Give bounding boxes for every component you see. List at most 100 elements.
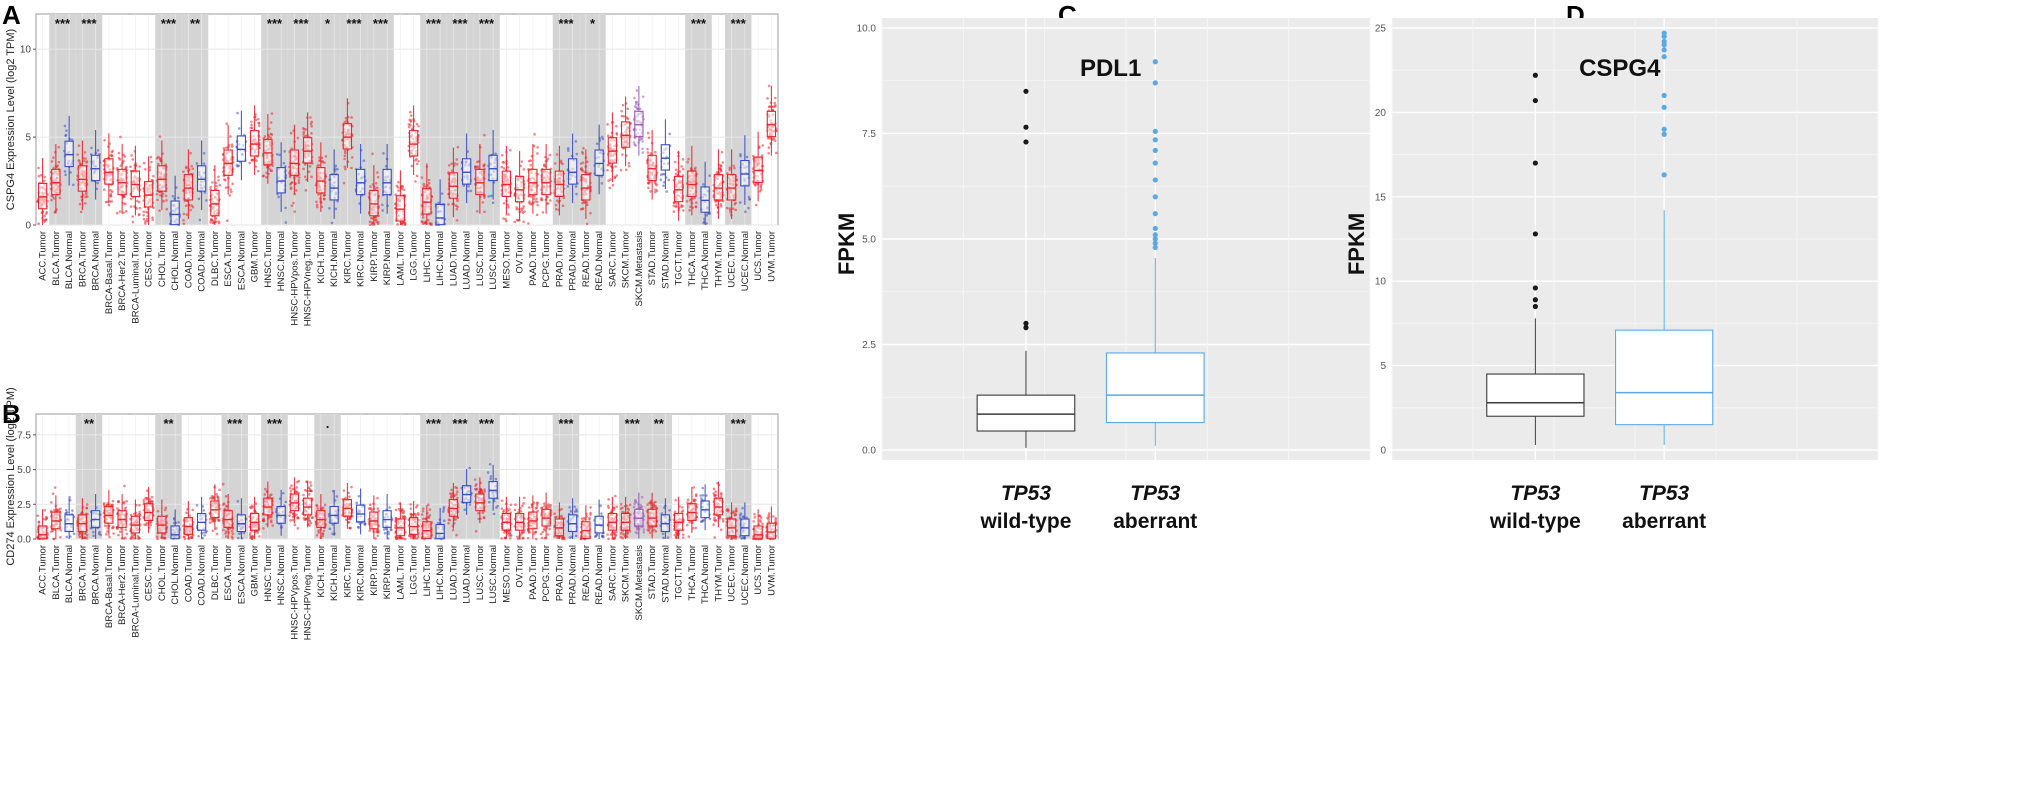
category-label: ACC.Tumor (38, 545, 49, 595)
data-point (634, 102, 638, 106)
data-point (249, 506, 253, 510)
data-point (561, 162, 564, 166)
data-point (103, 188, 106, 191)
data-point (231, 532, 235, 536)
data-point (309, 116, 312, 119)
data-point (646, 151, 650, 154)
data-point (641, 95, 645, 99)
data-point (442, 508, 445, 511)
data-point (641, 140, 645, 143)
data-point (317, 529, 320, 533)
data-point (257, 122, 261, 125)
data-point (137, 200, 141, 204)
box-BRCA.Tumor (76, 498, 89, 540)
category-label: OV.Tumor (515, 231, 526, 274)
data-point (374, 215, 377, 219)
box-COAD.Normal (195, 140, 208, 222)
data-point (773, 139, 777, 143)
data-point (343, 120, 347, 124)
data-point (85, 503, 89, 506)
category-label: UCEC.Normal (740, 231, 751, 291)
data-point (665, 190, 669, 193)
data-point (649, 152, 653, 155)
data-point (678, 170, 682, 173)
significance-label: *** (452, 16, 468, 31)
paired-shading (420, 414, 447, 539)
data-point (129, 513, 133, 517)
data-point (693, 168, 697, 171)
category-label: KIRC.Normal (356, 545, 367, 601)
significance-label: *** (731, 16, 747, 31)
data-point (215, 184, 218, 188)
data-point (289, 181, 293, 185)
data-point (83, 151, 87, 154)
data-point (52, 156, 55, 159)
data-point (455, 490, 459, 494)
data-point (292, 201, 295, 205)
data-point (344, 116, 348, 120)
data-point (275, 153, 279, 156)
data-point (481, 201, 485, 204)
data-point (63, 124, 67, 128)
data-point (719, 204, 723, 208)
data-point (51, 492, 55, 496)
data-point (182, 222, 186, 226)
data-point (523, 210, 526, 213)
box-MESO.Tumor (500, 145, 513, 223)
data-point (606, 168, 609, 172)
data-point (83, 536, 86, 540)
data-point (289, 486, 292, 490)
data-point (686, 160, 689, 164)
box-UCEC.Tumor (725, 149, 738, 219)
data-point (212, 221, 215, 225)
category-label: CESC.Tumor (144, 545, 155, 601)
data-point (375, 186, 379, 190)
data-point (37, 166, 40, 170)
data-point (145, 217, 149, 221)
data-point (230, 529, 234, 533)
data-point (456, 199, 459, 203)
data-point (436, 521, 440, 525)
data-point (376, 496, 379, 500)
data-point (263, 487, 267, 491)
data-point (125, 165, 128, 169)
category-label: BRCA-Luminal.Tumor (130, 545, 141, 638)
box (634, 110, 644, 138)
data-point (138, 165, 141, 168)
data-point (382, 528, 386, 531)
data-point (203, 531, 206, 534)
data-point (84, 531, 88, 535)
category-label: LAML.Tumor (395, 231, 406, 286)
data-point (43, 214, 46, 218)
data-point (350, 485, 353, 489)
box (408, 130, 419, 157)
box (355, 168, 366, 196)
data-point (759, 186, 763, 189)
data-point (85, 192, 88, 196)
significance-label: *** (346, 16, 362, 31)
box-BRCA-Her2.Tumor (115, 484, 129, 540)
box-BRCA.Tumor (76, 140, 89, 214)
data-point (454, 485, 457, 489)
data-point (281, 491, 285, 495)
data-point (254, 118, 258, 122)
category-label: ACC.Tumor (38, 231, 49, 281)
data-point (760, 183, 763, 186)
data-point (745, 155, 749, 159)
box (170, 525, 180, 540)
data-point (567, 149, 570, 152)
data-point (348, 495, 351, 498)
data-point (71, 183, 75, 187)
data-point (283, 149, 287, 153)
data-point (65, 129, 68, 132)
data-point (77, 144, 81, 148)
category-label: BRCA-Basal.Tumor (104, 545, 115, 628)
data-point (177, 196, 180, 200)
data-point (118, 530, 122, 534)
data-point (627, 164, 631, 168)
data-point (142, 161, 146, 165)
data-point (738, 201, 742, 204)
data-point (575, 152, 579, 156)
box-HNSC.Normal (274, 489, 288, 536)
